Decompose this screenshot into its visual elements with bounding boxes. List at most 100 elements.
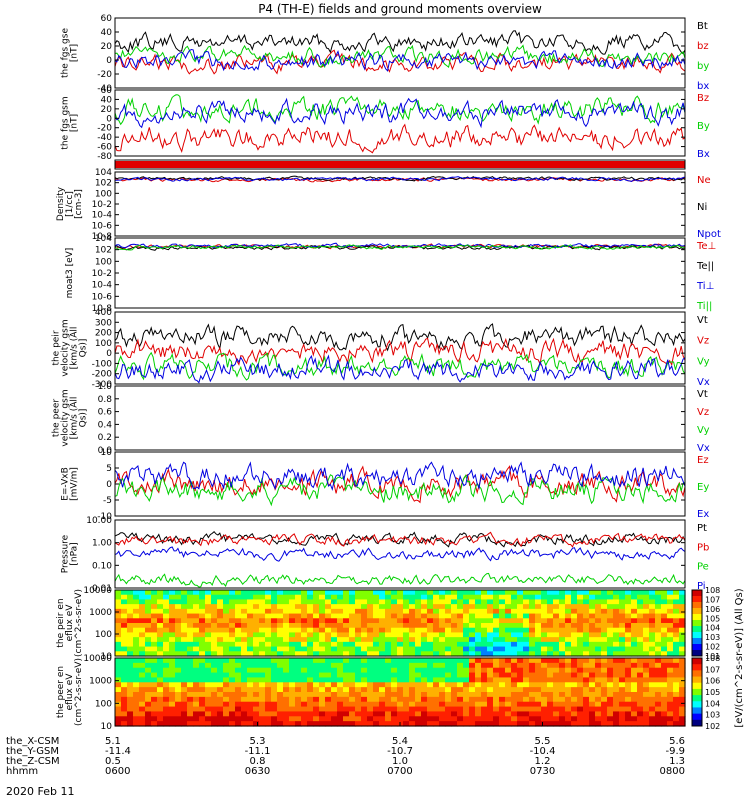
y-tick-label: -5 [103, 496, 112, 506]
y-tick-label: 300 [95, 318, 112, 328]
x-row-label: hhmm [6, 766, 38, 777]
x-tick-label: 0630 [245, 766, 270, 777]
colorbar-tick: 104 [705, 624, 720, 633]
x-tick-label: 5.5 [535, 736, 551, 747]
legend-Vy: Vy [697, 356, 710, 367]
svg-text:Qs)]: Qs)] [79, 339, 89, 358]
panel-frame [114, 171, 686, 237]
svg-text:eflux eV: eflux eV [65, 673, 75, 711]
y-tick-label: 60 [101, 86, 113, 96]
series-Vt-line [114, 323, 686, 352]
svg-text:(cm^2-s-sr-eV): (cm^2-s-sr-eV) [74, 658, 84, 726]
x-tick-label: -10.7 [387, 746, 413, 757]
x-tick-label: 1.2 [535, 756, 551, 767]
colorbar-1 [691, 589, 703, 657]
y-tick-label: 104 [95, 168, 112, 178]
series-bx-line [114, 48, 686, 72]
y-tick-label: 0.4 [98, 420, 113, 430]
y-tick-label: 10-6 [92, 221, 113, 231]
y-tick-label: 20 [101, 42, 113, 52]
series-Ni-line [114, 175, 686, 182]
y-tick-label: 0.2 [98, 433, 112, 443]
x-tick-label: 0.5 [105, 756, 121, 767]
legend-Bz: Bz [697, 93, 709, 104]
legend-Pb: Pb [697, 542, 709, 553]
y-tick-label: 0.10 [92, 561, 112, 571]
x-tick-label: 0700 [387, 766, 412, 777]
svg-text:Qs)]: Qs)] [79, 409, 89, 428]
y-tick-label: 200 [95, 329, 112, 339]
y-tick-label: 0 [106, 480, 112, 490]
svg-text:the peer en: the peer en [56, 666, 66, 718]
y-tick-label: 1.0 [98, 382, 113, 392]
legend-by: by [697, 61, 709, 72]
y-tick-label: -200 [92, 370, 113, 380]
panel-frame [114, 17, 686, 89]
y-tick-label: 10-4 [92, 281, 113, 291]
svg-text:the fgs gse: the fgs gse [61, 28, 71, 78]
y-tick-label: 0 [106, 349, 112, 359]
x-tick-label: 0730 [530, 766, 555, 777]
y-tick-label: 10000 [83, 586, 112, 596]
y-tick-label: 5 [106, 464, 112, 474]
legend-Ez: Ez [697, 455, 709, 466]
svg-text:the peir en: the peir en [56, 598, 66, 647]
mode-bar [115, 161, 685, 168]
series-Pt-line [114, 530, 686, 548]
series-Ez-line [114, 465, 686, 504]
y-tick-label: -20 [97, 70, 112, 80]
series-Pi-line [114, 546, 686, 562]
colorbar-tick: 101 [705, 652, 720, 661]
y-tick-label: 60 [101, 14, 113, 24]
panel-1: 60 40 20 0 -20 -40 the fgs gse [nT] Bt bz by bx [61, 14, 710, 94]
series-Vy-line [114, 351, 686, 381]
panel-10: 10000 1000 100 10 the peir en eflux eV (cm^2-s… [56, 586, 686, 662]
svg-text:[km/s (All: [km/s (All [70, 327, 80, 370]
y-tick-label: 100 [95, 189, 112, 199]
y-tick-label: 100 [95, 257, 112, 267]
colorbar-tick: 106 [705, 605, 720, 614]
x-axis-labels: the_X-CSMthe_Y-GSMthe_Z-CSMhhmm5.1-11.40… [6, 722, 686, 777]
legend-Vz: Vz [697, 336, 709, 347]
y-tick-label: 1000 [89, 608, 112, 618]
legend-Pi: Pi [697, 581, 706, 592]
panel-3 [114, 159, 686, 170]
panel-frame [114, 519, 686, 589]
y-tick-label: -40 [97, 133, 112, 143]
x-tick-label: 5.4 [392, 736, 408, 747]
y-tick-label: 10-2 [92, 200, 112, 210]
colorbar-tick: 104 [705, 699, 720, 708]
spectrogram [115, 590, 686, 657]
legend-Vy: Vy [697, 425, 710, 436]
svg-text:Pressure: Pressure [61, 534, 71, 573]
colorbars: 1081071061051041031021011081071061051041… [691, 586, 745, 731]
y-tick-label: 40 [101, 28, 113, 38]
y-tick-label: 0 [106, 114, 112, 124]
panel-8: 10 5 0 -5 -10 E=-VxB [mV/m] Ez Ey Ex [61, 448, 710, 522]
svg-text:[mV/m]: [mV/m] [70, 467, 80, 501]
series-bz-line [114, 49, 686, 75]
y-tick-label: 100 [95, 630, 112, 640]
colorbar-tick: 102 [705, 643, 720, 652]
svg-text:[nT]: [nT] [70, 114, 80, 132]
y-axis-label: the peir en eflux eV (cm^2-s-sr-eV) [56, 589, 84, 657]
y-tick-label: 10000 [83, 654, 112, 664]
panel-9: 10.00 1.00 0.10 0.01 Pressure [nPa] Pt Pb Pe Pi [61, 516, 710, 594]
x-tick-label: -9.9 [665, 746, 685, 757]
panel-frame [114, 385, 686, 451]
y-tick-label: 10.00 [86, 516, 112, 526]
svg-text:[1/cc]: [1/cc] [65, 191, 75, 217]
panel-frame [114, 589, 686, 657]
x-tick-label: 1.0 [392, 756, 408, 767]
svg-text:[nPa]: [nPa] [70, 542, 80, 565]
legend-Vz: Vz [697, 407, 709, 418]
y-tick-label: 400 [95, 308, 112, 318]
x-tick-label: -11.4 [105, 746, 131, 757]
colorbar-tick: 108 [705, 654, 720, 663]
spectrogram [115, 658, 686, 727]
legend-Vx: Vx [697, 443, 710, 454]
